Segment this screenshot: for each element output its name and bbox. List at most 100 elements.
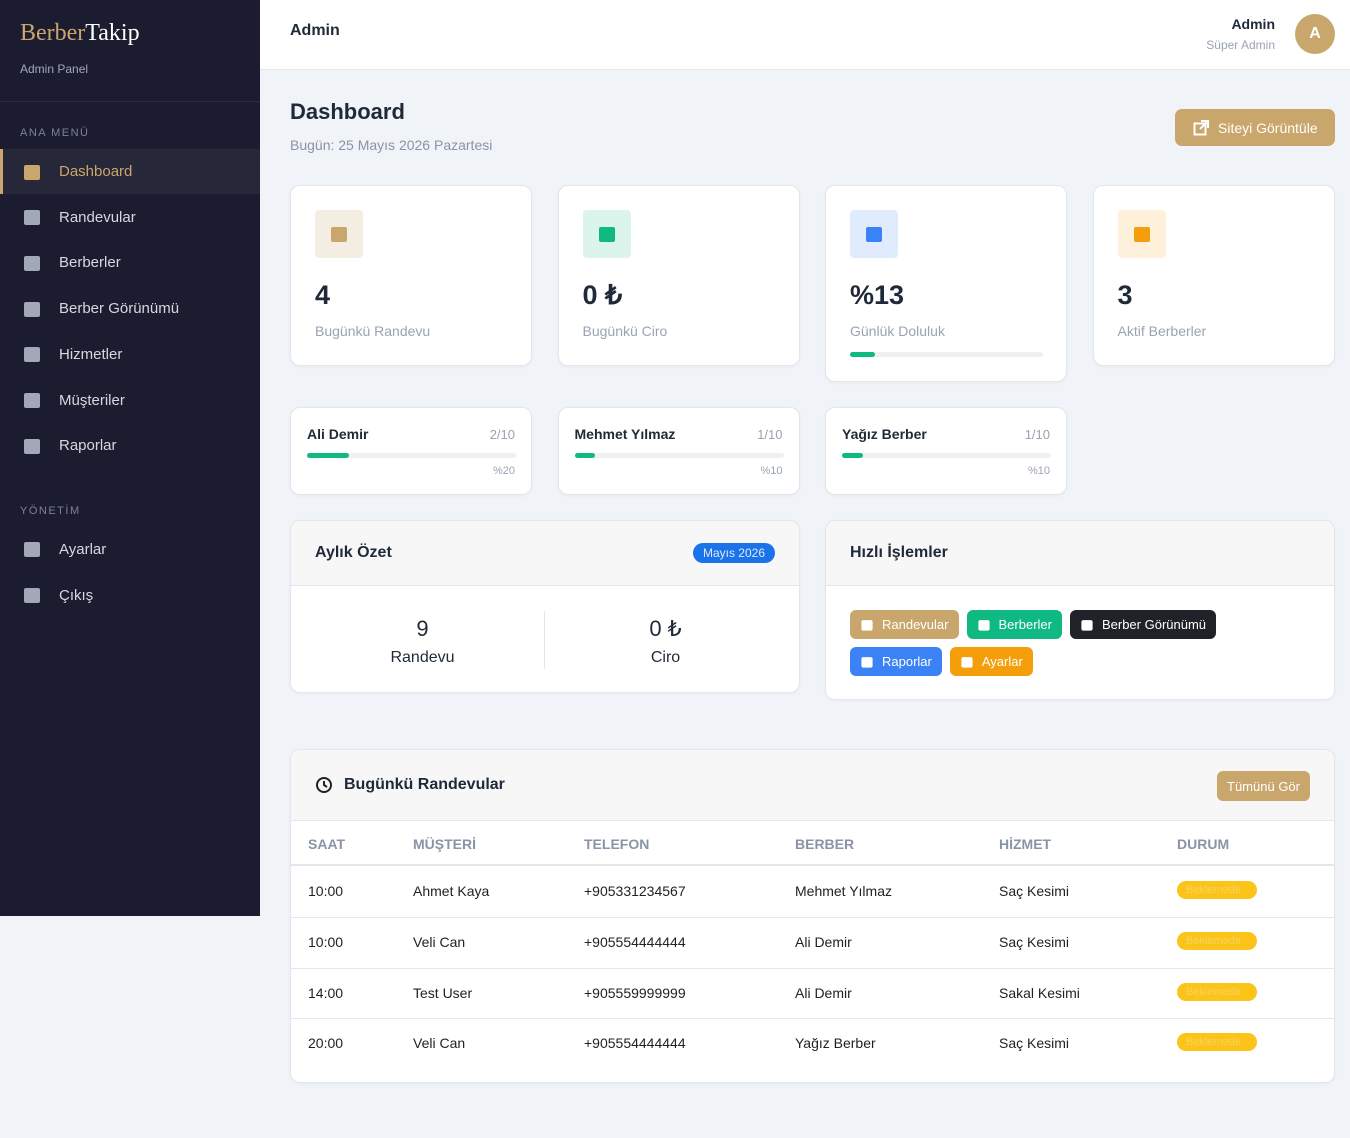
summary-value: 0 ₺ xyxy=(649,616,682,641)
stat-value: 3 xyxy=(1117,280,1133,310)
column-header: SAAT xyxy=(308,836,346,852)
row-line xyxy=(291,1018,1334,1020)
menu-item[interactable]: Müşteriler xyxy=(0,378,260,423)
menu-label: Hizmetler xyxy=(59,345,123,363)
icon xyxy=(861,656,873,668)
icon xyxy=(1133,227,1150,242)
icon xyxy=(1081,619,1093,631)
page-title: Dashboard xyxy=(290,99,405,124)
icon xyxy=(24,255,40,271)
stat-label: Günlük Doluluk xyxy=(850,323,945,339)
menu-item[interactable]: Çıkış xyxy=(0,573,260,618)
menu-item[interactable]: Berber Görünümü xyxy=(0,286,260,331)
column-header: DURUM xyxy=(1177,836,1230,852)
table-cell: 10:00 xyxy=(308,883,344,899)
icon xyxy=(24,210,40,226)
icon xyxy=(598,227,615,242)
card-title: Aylık Özet xyxy=(315,544,392,561)
icon xyxy=(977,619,990,631)
barber-progress-fill xyxy=(574,453,596,458)
clock-icon xyxy=(316,777,332,793)
table-cell: 14:00 xyxy=(308,984,344,1001)
quick-button[interactable]: Ayarlar xyxy=(949,647,1033,676)
icon xyxy=(24,393,40,408)
quick-button[interactable]: Berberler xyxy=(966,610,1062,639)
table-cell: Sakal Kesimi xyxy=(999,984,1080,1001)
button-label: Siteyi Görüntüle xyxy=(1218,119,1318,136)
quick-button[interactable]: Raporlar xyxy=(850,647,942,676)
table-cell: 20:00 xyxy=(308,1035,344,1052)
barber-progress-fill xyxy=(307,453,349,458)
status-badge: Beklemede xyxy=(1177,931,1257,950)
table-cell: Saç Kesimi xyxy=(999,1035,1070,1052)
divider xyxy=(0,101,260,102)
row-line xyxy=(291,967,1334,969)
table-head-line xyxy=(291,864,1334,866)
summary-value: 9 xyxy=(416,616,429,641)
table-cell: Ahmet Kaya xyxy=(413,883,490,899)
view-site-button[interactable]: Siteyi Görüntüle xyxy=(1175,109,1335,146)
button-label: Raporlar xyxy=(882,654,932,669)
menu-label: Berberler xyxy=(59,254,121,272)
appointments-card: Bugünkü Randevular Tümünü Gör SAAT MÜŞTERİ T… xyxy=(290,749,1335,1083)
stat-card: 0 ₺ Bugünkü Ciro xyxy=(557,185,800,366)
icon xyxy=(24,347,40,363)
stat-icon xyxy=(850,210,898,258)
menu-item[interactable]: Berberler xyxy=(0,240,260,285)
menu-section-title: ANA MENÜ xyxy=(20,127,90,139)
barber-name: Yağız Berber xyxy=(842,426,927,442)
menu-item[interactable]: Hizmetler xyxy=(0,332,260,377)
user-role: Süper Admin xyxy=(1206,38,1275,52)
icon xyxy=(24,164,40,180)
status-badge: Beklemede xyxy=(1177,881,1257,899)
quick-button[interactable]: Randevular xyxy=(850,610,959,639)
menu-item[interactable]: Randevular xyxy=(0,195,260,240)
monthly-card: Aylık Özet Mayıs 2026 9 Randevu 0 ₺ Ciro xyxy=(290,520,800,693)
card-header xyxy=(291,750,1334,821)
barber-percent: %10 xyxy=(760,465,783,477)
menu-label: Dashboard xyxy=(59,163,133,180)
barber-count: 1/10 xyxy=(757,427,783,442)
brand[interactable]: BerberTakip xyxy=(20,20,140,47)
quick-buttons: Randevular Berberler Berber Görünümü Raporl… xyxy=(850,610,1250,676)
brand-first: Berber xyxy=(20,20,86,46)
menu-section-title: YÖNETİM xyxy=(20,504,81,517)
menu-item[interactable]: Ayarlar xyxy=(0,527,260,572)
barber-count: 2/10 xyxy=(489,427,515,442)
column-header: MÜŞTERİ xyxy=(413,836,476,852)
button-label: Ayarlar xyxy=(981,654,1023,669)
table-cell: Test User xyxy=(413,984,473,1001)
avatar[interactable]: A xyxy=(1295,14,1335,54)
icon xyxy=(961,656,973,668)
menu-item[interactable]: Dashboard xyxy=(0,149,260,194)
stat-value: %13 xyxy=(850,280,905,310)
topbar-title: Admin xyxy=(290,22,340,39)
table-cell: +905331234567 xyxy=(584,883,686,899)
stat-label: Aktif Berberler xyxy=(1117,323,1207,339)
status-badge: Beklemede xyxy=(1177,982,1257,1001)
card-title: Bugünkü Randevular xyxy=(344,776,505,793)
table-cell: Ali Demir xyxy=(795,984,852,1001)
barber-name: Ali Demir xyxy=(307,426,369,442)
card-header xyxy=(826,521,1334,586)
view-all-button[interactable]: Tümünü Gör xyxy=(1217,771,1310,801)
barber-name: Mehmet Yılmaz xyxy=(574,426,676,442)
table-cell: Mehmet Yılmaz xyxy=(795,883,892,899)
barber-progress-track xyxy=(574,453,784,458)
barber-count: 1/10 xyxy=(1024,427,1050,442)
table-cell: Veli Can xyxy=(413,933,466,950)
summary-label: Randevu xyxy=(390,649,455,666)
table-cell: Saç Kesimi xyxy=(999,883,1070,899)
column-header: TELEFON xyxy=(584,836,650,852)
page-date: Bugün: 25 Mayıs 2026 Pazartesi xyxy=(290,137,493,153)
menu-item[interactable]: Raporlar xyxy=(0,423,260,468)
column-header: HİZMET xyxy=(999,836,1052,852)
stat-label: Bugünkü Randevu xyxy=(315,323,431,339)
table-cell: Yağız Berber xyxy=(795,1035,876,1052)
table-cell: 10:00 xyxy=(308,933,344,950)
icon xyxy=(861,619,873,631)
table-cell: Saç Kesimi xyxy=(999,933,1070,950)
quick-button[interactable]: Berber Görünümü xyxy=(1069,610,1217,639)
stat-icon xyxy=(315,210,363,258)
